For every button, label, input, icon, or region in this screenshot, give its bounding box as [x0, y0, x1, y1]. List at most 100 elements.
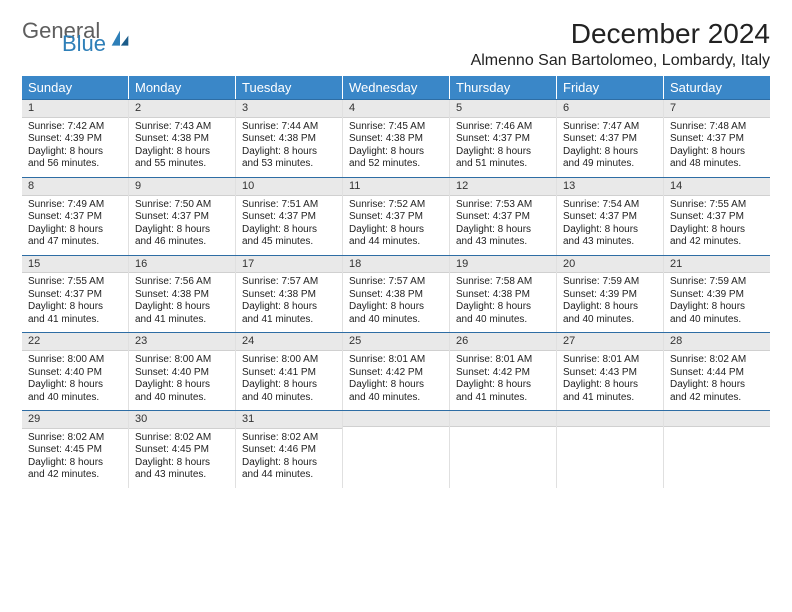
sunset-line: Sunset: 4:37 PM [349, 211, 443, 224]
sunset-line: Sunset: 4:38 PM [242, 289, 336, 302]
sunset-line: Sunset: 4:38 PM [135, 133, 229, 146]
day-number: 5 [450, 100, 556, 118]
week-row: 1Sunrise: 7:42 AMSunset: 4:39 PMDaylight… [22, 99, 770, 177]
day-body: Sunrise: 7:59 AMSunset: 4:39 PMDaylight:… [557, 273, 663, 332]
sunset-line: Sunset: 4:42 PM [349, 367, 443, 380]
day-cell: 28Sunrise: 8:02 AMSunset: 4:44 PMDayligh… [664, 333, 770, 410]
daylight-line: Daylight: 8 hours and 43 minutes. [456, 224, 550, 249]
sunrise-line: Sunrise: 8:01 AM [456, 354, 550, 367]
day-cell [343, 411, 450, 488]
header-row: General Blue December 2024 Almenno San B… [22, 18, 770, 70]
location: Almenno San Bartolomeo, Lombardy, Italy [471, 52, 770, 70]
daylight-line: Daylight: 8 hours and 40 minutes. [670, 301, 764, 326]
sunrise-line: Sunrise: 8:01 AM [349, 354, 443, 367]
sunrise-line: Sunrise: 7:57 AM [349, 276, 443, 289]
day-cell: 9Sunrise: 7:50 AMSunset: 4:37 PMDaylight… [129, 178, 236, 255]
sunset-line: Sunset: 4:38 PM [242, 133, 336, 146]
daylight-line: Daylight: 8 hours and 52 minutes. [349, 146, 443, 171]
day-number: 13 [557, 178, 663, 196]
day-number: 4 [343, 100, 449, 118]
daylight-line: Daylight: 8 hours and 48 minutes. [670, 146, 764, 171]
day-number: 9 [129, 178, 235, 196]
sunset-line: Sunset: 4:40 PM [28, 367, 122, 380]
day-number: 8 [22, 178, 128, 196]
day-body: Sunrise: 8:00 AMSunset: 4:40 PMDaylight:… [22, 351, 128, 410]
sunrise-line: Sunrise: 8:01 AM [563, 354, 657, 367]
day-cell: 1Sunrise: 7:42 AMSunset: 4:39 PMDaylight… [22, 100, 129, 177]
sunrise-line: Sunrise: 8:02 AM [670, 354, 764, 367]
day-cell: 18Sunrise: 7:57 AMSunset: 4:38 PMDayligh… [343, 256, 450, 333]
daylight-line: Daylight: 8 hours and 42 minutes. [670, 224, 764, 249]
day-number: 31 [236, 411, 342, 429]
month-title: December 2024 [471, 18, 770, 50]
day-number: 14 [664, 178, 770, 196]
day-body: Sunrise: 8:00 AMSunset: 4:40 PMDaylight:… [129, 351, 235, 410]
day-body: Sunrise: 7:52 AMSunset: 4:37 PMDaylight:… [343, 196, 449, 255]
day-body: Sunrise: 7:59 AMSunset: 4:39 PMDaylight:… [664, 273, 770, 332]
day-header: Tuesday [236, 76, 343, 99]
day-header: Thursday [450, 76, 557, 99]
empty-day-body [343, 427, 449, 481]
sunset-line: Sunset: 4:46 PM [242, 444, 336, 457]
day-cell: 4Sunrise: 7:45 AMSunset: 4:38 PMDaylight… [343, 100, 450, 177]
day-cell: 16Sunrise: 7:56 AMSunset: 4:38 PMDayligh… [129, 256, 236, 333]
daylight-line: Daylight: 8 hours and 40 minutes. [349, 301, 443, 326]
daylight-line: Daylight: 8 hours and 44 minutes. [349, 224, 443, 249]
day-body: Sunrise: 8:02 AMSunset: 4:46 PMDaylight:… [236, 429, 342, 488]
daylight-line: Daylight: 8 hours and 40 minutes. [456, 301, 550, 326]
daylight-line: Daylight: 8 hours and 40 minutes. [135, 379, 229, 404]
day-body: Sunrise: 7:57 AMSunset: 4:38 PMDaylight:… [343, 273, 449, 332]
day-cell: 15Sunrise: 7:55 AMSunset: 4:37 PMDayligh… [22, 256, 129, 333]
daylight-line: Daylight: 8 hours and 45 minutes. [242, 224, 336, 249]
sunrise-line: Sunrise: 7:53 AM [456, 199, 550, 212]
daylight-line: Daylight: 8 hours and 43 minutes. [135, 457, 229, 482]
sunrise-line: Sunrise: 7:57 AM [242, 276, 336, 289]
sunrise-line: Sunrise: 8:00 AM [242, 354, 336, 367]
day-number: 20 [557, 256, 663, 274]
day-cell: 24Sunrise: 8:00 AMSunset: 4:41 PMDayligh… [236, 333, 343, 410]
day-cell: 14Sunrise: 7:55 AMSunset: 4:37 PMDayligh… [664, 178, 770, 255]
day-cell: 22Sunrise: 8:00 AMSunset: 4:40 PMDayligh… [22, 333, 129, 410]
sunset-line: Sunset: 4:37 PM [670, 211, 764, 224]
daylight-line: Daylight: 8 hours and 49 minutes. [563, 146, 657, 171]
sunset-line: Sunset: 4:38 PM [349, 289, 443, 302]
weeks-container: 1Sunrise: 7:42 AMSunset: 4:39 PMDaylight… [22, 99, 770, 488]
day-body: Sunrise: 8:02 AMSunset: 4:45 PMDaylight:… [129, 429, 235, 488]
week-row: 22Sunrise: 8:00 AMSunset: 4:40 PMDayligh… [22, 332, 770, 410]
sail-icon [109, 29, 131, 49]
week-row: 15Sunrise: 7:55 AMSunset: 4:37 PMDayligh… [22, 255, 770, 333]
empty-day-bar [450, 411, 556, 427]
sunset-line: Sunset: 4:42 PM [456, 367, 550, 380]
logo: General Blue [22, 22, 131, 53]
sunset-line: Sunset: 4:37 PM [456, 211, 550, 224]
empty-day-body [450, 427, 556, 481]
daylight-line: Daylight: 8 hours and 41 minutes. [456, 379, 550, 404]
day-number: 2 [129, 100, 235, 118]
day-number: 16 [129, 256, 235, 274]
day-cell: 19Sunrise: 7:58 AMSunset: 4:38 PMDayligh… [450, 256, 557, 333]
day-number: 15 [22, 256, 128, 274]
day-cell: 26Sunrise: 8:01 AMSunset: 4:42 PMDayligh… [450, 333, 557, 410]
daylight-line: Daylight: 8 hours and 51 minutes. [456, 146, 550, 171]
week-row: 29Sunrise: 8:02 AMSunset: 4:45 PMDayligh… [22, 410, 770, 488]
day-cell [557, 411, 664, 488]
day-cell: 3Sunrise: 7:44 AMSunset: 4:38 PMDaylight… [236, 100, 343, 177]
day-cell: 17Sunrise: 7:57 AMSunset: 4:38 PMDayligh… [236, 256, 343, 333]
day-cell: 10Sunrise: 7:51 AMSunset: 4:37 PMDayligh… [236, 178, 343, 255]
day-body: Sunrise: 7:57 AMSunset: 4:38 PMDaylight:… [236, 273, 342, 332]
daylight-line: Daylight: 8 hours and 42 minutes. [28, 457, 122, 482]
day-number: 3 [236, 100, 342, 118]
sunset-line: Sunset: 4:45 PM [28, 444, 122, 457]
daylight-line: Daylight: 8 hours and 47 minutes. [28, 224, 122, 249]
day-body: Sunrise: 8:01 AMSunset: 4:43 PMDaylight:… [557, 351, 663, 410]
day-body: Sunrise: 7:54 AMSunset: 4:37 PMDaylight:… [557, 196, 663, 255]
day-cell [664, 411, 770, 488]
sunset-line: Sunset: 4:39 PM [28, 133, 122, 146]
day-cell: 2Sunrise: 7:43 AMSunset: 4:38 PMDaylight… [129, 100, 236, 177]
day-cell: 20Sunrise: 7:59 AMSunset: 4:39 PMDayligh… [557, 256, 664, 333]
daylight-line: Daylight: 8 hours and 55 minutes. [135, 146, 229, 171]
daylight-line: Daylight: 8 hours and 44 minutes. [242, 457, 336, 482]
day-cell: 23Sunrise: 8:00 AMSunset: 4:40 PMDayligh… [129, 333, 236, 410]
empty-day-body [557, 427, 663, 481]
sunset-line: Sunset: 4:43 PM [563, 367, 657, 380]
